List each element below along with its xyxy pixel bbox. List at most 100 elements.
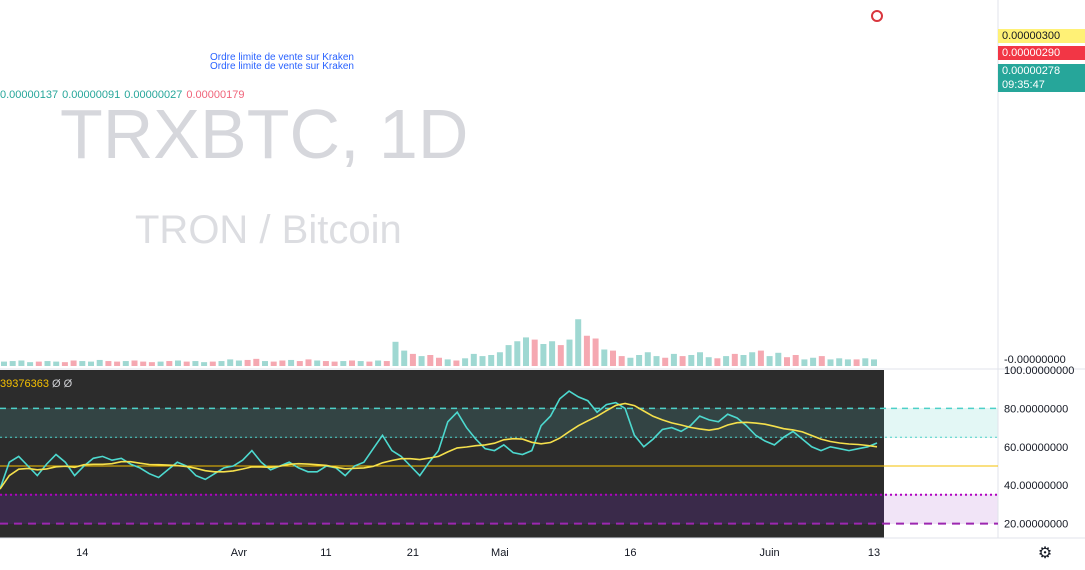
volume-bar xyxy=(148,362,155,366)
rsi-legend: 39376363 Ø Ø xyxy=(0,378,72,390)
volume-bar xyxy=(749,352,756,366)
rsi-lower-band xyxy=(0,494,884,524)
volume-bar xyxy=(322,361,329,366)
volume-bar xyxy=(627,357,634,366)
volume-bar xyxy=(827,359,834,366)
order-line-label[interactable]: Ordre limite de vente sur Kraken xyxy=(210,61,354,72)
volume-bar xyxy=(183,361,190,366)
volume-bar xyxy=(227,359,234,366)
volume-bar xyxy=(540,344,547,366)
volume-bar xyxy=(166,361,173,366)
volume-bar xyxy=(705,357,712,366)
volume-bar xyxy=(470,353,477,366)
rsi-lines xyxy=(0,390,998,525)
volume-bar xyxy=(505,345,512,366)
volume-bar xyxy=(679,356,686,366)
volume-bar xyxy=(757,350,764,366)
volume-bars xyxy=(1,319,877,366)
time-tick-label: 13 xyxy=(868,547,880,559)
volume-bar xyxy=(566,339,573,366)
volume-bar xyxy=(844,359,851,366)
axis-labels: 0.000002500.000002000.000001500.00000100… xyxy=(76,354,1074,559)
volume-bar xyxy=(1,361,7,366)
volume-bar xyxy=(766,356,773,366)
volume-bar xyxy=(427,355,434,366)
volume-bar xyxy=(392,341,399,366)
volume-bar xyxy=(444,359,451,366)
volume-bar xyxy=(218,361,225,366)
volume-bar xyxy=(818,356,825,366)
volume-bar xyxy=(262,361,268,366)
volume-bar xyxy=(853,359,860,366)
volume-bar xyxy=(653,356,660,366)
volume-bar xyxy=(836,358,843,366)
overlay-lines xyxy=(871,10,883,22)
price-tag-last: 0.00000278 xyxy=(998,64,1085,78)
gear-icon[interactable]: ⚙ xyxy=(1037,545,1053,562)
volume-bar xyxy=(366,361,373,366)
volume-bar xyxy=(96,359,103,366)
time-tick-label: Juin xyxy=(760,547,780,559)
volume-bar xyxy=(140,361,147,366)
rsi-tick-label: 40.00000000 xyxy=(1004,480,1068,492)
volume-bar xyxy=(636,355,643,366)
volume-bar xyxy=(714,358,721,366)
volume-bar xyxy=(871,359,877,366)
volume-bar xyxy=(557,345,564,366)
volume-bar xyxy=(531,339,538,366)
order-line-label[interactable]: Ordre limite de vente sur Kraken xyxy=(210,52,354,63)
rsi-tick-label: 100.00000000 xyxy=(1004,365,1074,377)
symbol-watermark: TRXBTC, 1D xyxy=(60,95,468,173)
volume-bar xyxy=(496,352,503,366)
volume-bar xyxy=(775,352,782,366)
volume-bar xyxy=(436,357,442,366)
volume-bar xyxy=(279,360,286,366)
volume-bar xyxy=(610,350,616,366)
rsi-lower-band-ext xyxy=(884,494,998,524)
volume-bar xyxy=(9,361,16,366)
ohlc-value: 0.00000137 xyxy=(0,89,59,101)
band-end-marker xyxy=(871,10,883,22)
volume-bar xyxy=(27,362,34,366)
volume-bar xyxy=(592,338,599,366)
volume-bar xyxy=(70,360,77,366)
rsi-signal-line xyxy=(0,402,878,490)
time-tick-label: Mai xyxy=(491,547,509,559)
time-tick-label: 16 xyxy=(624,547,636,559)
ohlc-value: 0.00000027 xyxy=(124,89,183,101)
rsi-value: 39376363 xyxy=(0,378,49,390)
rsi-line xyxy=(0,390,878,490)
volume-bar xyxy=(644,352,651,366)
rsi-tick-label: 20.00000000 xyxy=(1004,519,1068,531)
volume-bar xyxy=(235,360,242,366)
volume-bar xyxy=(784,357,790,366)
volume-bar xyxy=(305,359,312,366)
ohlc-value: 0.00000091 xyxy=(62,89,121,101)
volume-bar xyxy=(731,353,738,366)
volume-bar xyxy=(740,355,747,366)
volume-bar xyxy=(810,357,817,366)
volume-bar xyxy=(862,358,869,366)
volume-bar xyxy=(357,361,364,366)
volume-bar xyxy=(296,361,303,366)
time-tick-label: 21 xyxy=(407,547,419,559)
price-tag-300: 0.00000300 xyxy=(998,29,1085,43)
volume-bar xyxy=(44,361,51,366)
ohlc-value: 0.00000179 xyxy=(186,89,245,101)
time-tick-label: 14 xyxy=(76,547,88,559)
volume-bar xyxy=(209,361,216,366)
volume-bar xyxy=(79,361,86,366)
pair-watermark: TRON / Bitcoin xyxy=(135,208,402,252)
volume-bar xyxy=(453,360,460,366)
volume-bar xyxy=(401,350,408,366)
volume-bar xyxy=(723,356,730,366)
volume-bar xyxy=(340,361,347,366)
volume-bar xyxy=(514,341,521,366)
rsi-zero: Ø Ø xyxy=(51,378,73,390)
volume-bar xyxy=(383,361,390,366)
volume-bar xyxy=(575,319,582,366)
volume-bar xyxy=(157,361,164,366)
volume-bar xyxy=(53,361,60,366)
volume-bar xyxy=(105,361,112,366)
